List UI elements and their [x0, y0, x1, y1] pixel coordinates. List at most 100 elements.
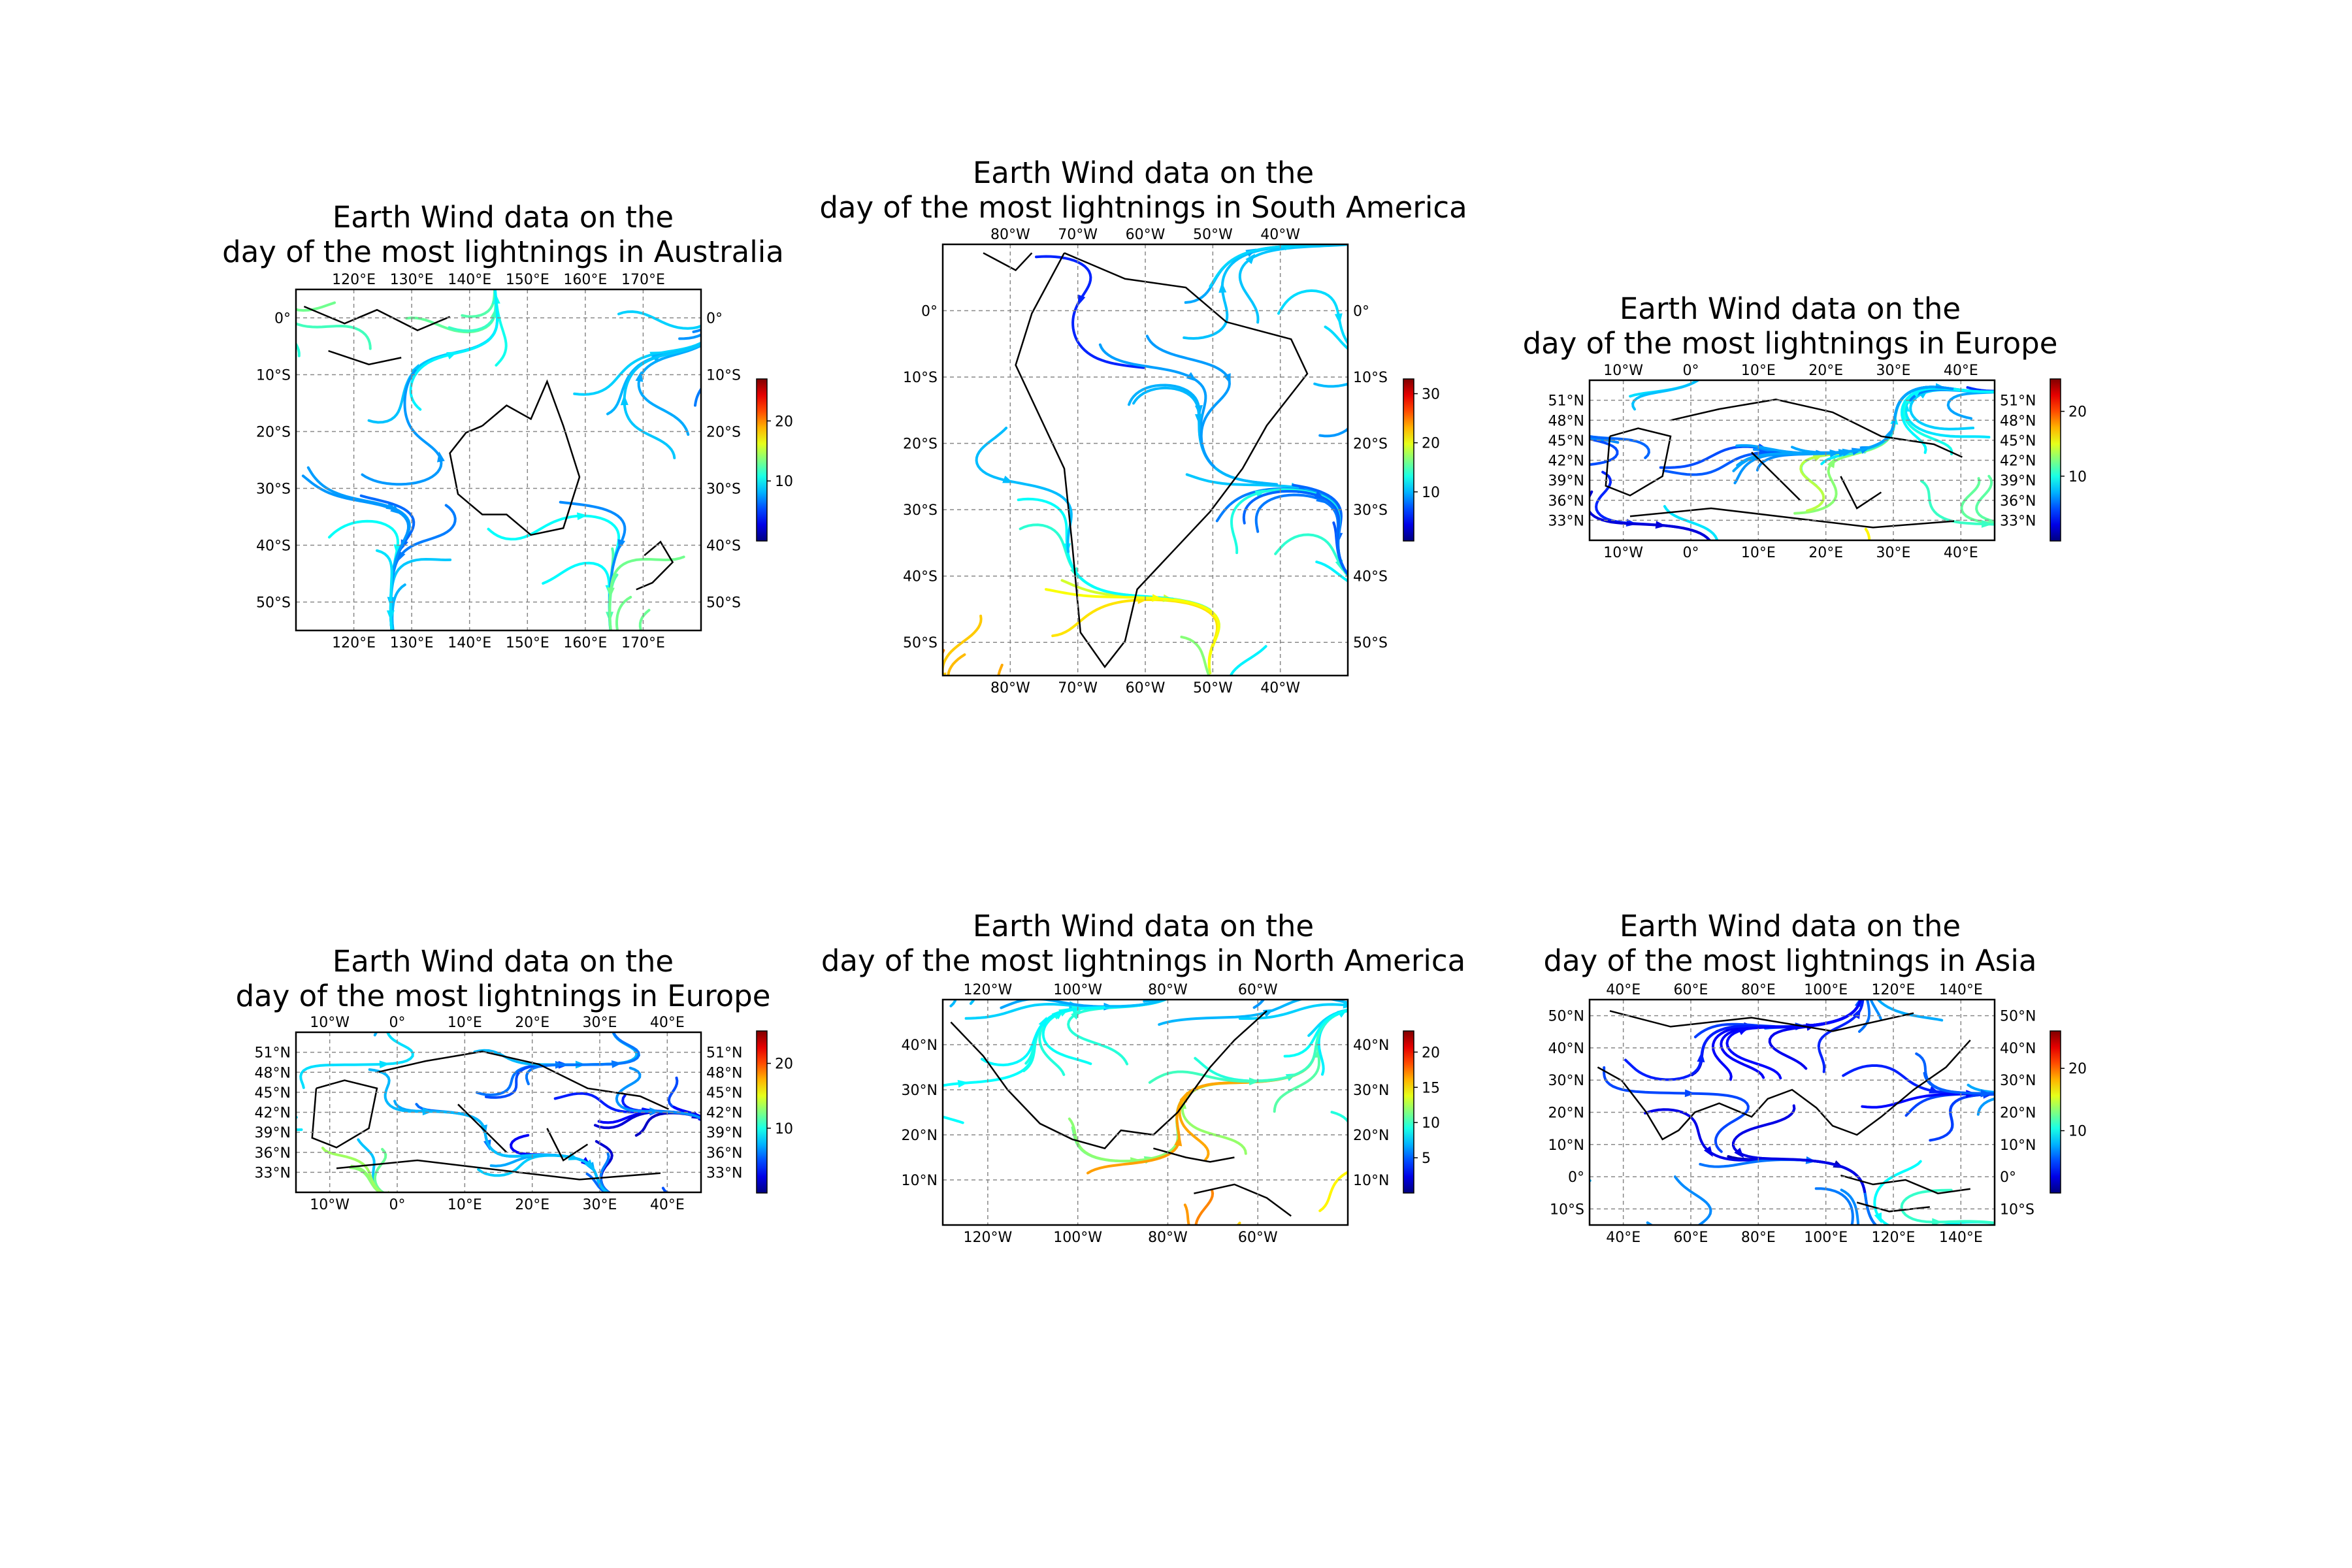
streamline	[299, 1032, 414, 1089]
streamline	[1194, 1189, 1215, 1225]
streamline-arrow	[422, 1107, 433, 1116]
x-tick-label-top: 10°W	[310, 1015, 350, 1031]
streamline-arrow	[1852, 1007, 1861, 1019]
y-tick-label-left: 36°N	[255, 1145, 291, 1162]
streamline	[349, 1166, 383, 1192]
colorbar-tick-label: 10	[775, 474, 793, 490]
streamline	[1209, 244, 1336, 288]
streamline-arrow	[1194, 414, 1203, 425]
y-tick-label-left: 50°S	[256, 595, 291, 612]
streamline	[1330, 1111, 1348, 1124]
streamline-arrow	[1071, 1009, 1081, 1020]
x-tick-label-bottom: 120°E	[332, 635, 376, 651]
y-tick-label-right: 50°S	[706, 595, 741, 612]
x-tick-label-top: 150°E	[506, 272, 549, 288]
x-tick-label-top: 70°W	[1058, 227, 1098, 243]
colorbar-gradient	[756, 1030, 768, 1194]
title-europe-top: Earth Wind data on the day of the most l…	[1431, 291, 2149, 361]
streamline	[1277, 289, 1348, 346]
x-tick-label-bottom: 150°E	[506, 635, 549, 651]
streamline-arrow	[1316, 494, 1327, 504]
streamline-arrow	[1254, 489, 1266, 498]
streamline-arrow	[1827, 457, 1836, 468]
streamline-arrow	[584, 1159, 594, 1170]
streamline	[1318, 427, 1348, 438]
streamline	[943, 614, 983, 676]
x-tick-label-bottom: 50°W	[1193, 680, 1233, 696]
streamline-arrow	[609, 637, 617, 648]
y-tick-label-right: 40°N	[2000, 1041, 2036, 1057]
y-tick-label-left: 48°N	[1548, 413, 1584, 429]
streamline	[367, 300, 498, 424]
streamline	[585, 1172, 608, 1192]
streamline	[943, 1018, 1049, 1124]
streamline	[637, 344, 701, 436]
streamline	[1603, 1066, 1750, 1153]
streamline	[1313, 382, 1348, 388]
colorbar-gradient	[1403, 378, 1414, 542]
streamline-arrow	[491, 278, 498, 288]
y-tick-label-right: 33°N	[706, 1165, 742, 1181]
coastline	[1840, 1174, 1970, 1194]
x-tick-label-top: 100°W	[1053, 982, 1102, 998]
y-tick-label-right: 10°S	[1353, 370, 1388, 386]
y-tick-label-right: 48°N	[2000, 413, 2036, 429]
y-tick-label-left: 20°N	[1548, 1105, 1584, 1122]
y-tick-label-left: 40°S	[256, 538, 291, 555]
colorbar-tick-label: 20	[775, 414, 793, 430]
x-tick-label-bottom: 20°E	[515, 1197, 549, 1213]
coastline	[1194, 1183, 1292, 1217]
title-line2: day of the most lightnings in Europe	[1522, 326, 2058, 361]
streamline-arrow	[1655, 521, 1667, 529]
y-tick-label-left: 10°S	[903, 370, 938, 386]
colorbar-tick-label: 20	[1422, 436, 1440, 452]
streamline	[296, 301, 336, 312]
x-tick-label-bottom: 40°E	[1606, 1230, 1641, 1246]
streamline	[373, 1032, 378, 1037]
streamline	[1975, 474, 1995, 523]
streamline	[997, 663, 1004, 676]
streamline-arrow	[1874, 1212, 1882, 1224]
colorbar-tick-label: 20	[775, 1056, 793, 1073]
y-tick-label-right: 20°S	[1353, 436, 1388, 453]
x-tick-label-bottom: 140°E	[448, 635, 491, 651]
title-line1: Earth Wind data on the	[972, 909, 1315, 943]
x-tick-label-bottom: 10°W	[1603, 545, 1643, 561]
x-tick-label-bottom: 170°E	[621, 635, 665, 651]
x-tick-label-bottom: 160°E	[563, 635, 607, 651]
x-tick-label-bottom: 60°E	[1674, 1230, 1708, 1246]
colorbar-south-america: 10 20 30	[1403, 378, 1440, 542]
map-content	[296, 278, 701, 648]
y-tick-label-right: 10°N	[1353, 1173, 1389, 1189]
x-tick-label-bottom: 10°W	[310, 1197, 350, 1213]
y-tick-label-left: 45°N	[255, 1085, 291, 1102]
streamline-arrow	[1343, 1000, 1348, 1009]
streamline	[1731, 1104, 1867, 1193]
x-tick-label-bottom: 10°E	[1741, 545, 1776, 561]
y-tick-label-right: 33°N	[2000, 513, 2036, 529]
y-tick-label-left: 40°N	[1548, 1041, 1584, 1057]
x-tick-label-top: 40°W	[1260, 227, 1300, 243]
x-tick-label-top: 0°	[389, 1015, 406, 1031]
x-tick-label-bottom: 20°E	[1808, 545, 1843, 561]
streamline-arrow	[1245, 253, 1256, 265]
x-tick-label-top: 20°E	[515, 1015, 549, 1031]
streamline	[1711, 1000, 1862, 1081]
colorbar-tick-label: 10	[775, 1121, 793, 1137]
y-tick-label-right: 30°S	[1353, 502, 1388, 519]
streamline	[1735, 385, 1936, 455]
streamline	[1185, 473, 1345, 567]
map-north-america: 120°W 120°W 100°W 100°W 80°W 80°W 60°W 60°W 10°N…	[902, 982, 1390, 1246]
y-tick-label-right: 40°N	[1353, 1037, 1389, 1054]
streamline	[1324, 325, 1348, 351]
streamline	[1148, 1013, 1337, 1084]
streamline-arrow	[1703, 1146, 1713, 1157]
y-tick-label-right: 48°N	[706, 1065, 742, 1081]
streamline-arrow	[1349, 1007, 1360, 1015]
streamline-arrow	[436, 451, 445, 463]
x-tick-label-bottom: 60°W	[1126, 680, 1166, 696]
streamline-arrow	[1929, 1086, 1940, 1094]
title-line2: day of the most lightnings in North Amer…	[821, 943, 1466, 978]
streamline	[615, 596, 632, 630]
streamline	[1045, 588, 1220, 668]
